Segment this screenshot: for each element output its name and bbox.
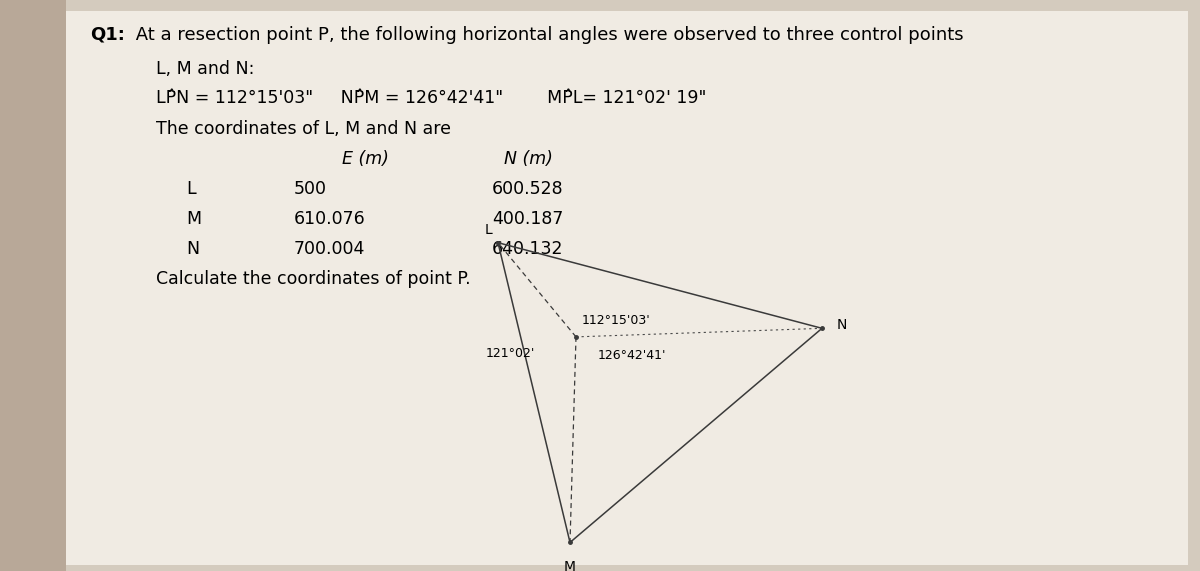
Text: M: M xyxy=(186,210,202,228)
Text: E (m): E (m) xyxy=(342,150,389,168)
Text: 126°42'41': 126°42'41' xyxy=(598,349,666,363)
Text: 500: 500 xyxy=(294,180,326,199)
Text: The coordinates of L, M and N are: The coordinates of L, M and N are xyxy=(156,120,451,138)
Text: 700.004: 700.004 xyxy=(294,240,365,258)
Text: N: N xyxy=(186,240,199,258)
Text: L: L xyxy=(485,223,492,237)
Text: N: N xyxy=(836,319,847,332)
Text: 121°02': 121°02' xyxy=(486,347,535,360)
Text: N (m): N (m) xyxy=(504,150,553,168)
Text: 600.528: 600.528 xyxy=(492,180,564,199)
FancyBboxPatch shape xyxy=(66,11,1188,565)
Text: 112°15'03': 112°15'03' xyxy=(582,313,650,327)
Text: Q1:: Q1: xyxy=(90,26,125,44)
Text: L: L xyxy=(186,180,196,199)
Text: 640.132: 640.132 xyxy=(492,240,564,258)
FancyBboxPatch shape xyxy=(0,0,66,571)
Text: At a resection point P, the following horizontal angles were observed to three c: At a resection point P, the following ho… xyxy=(130,26,964,44)
Text: Calculate the coordinates of point P.: Calculate the coordinates of point P. xyxy=(156,270,470,288)
Text: LP̂N = 112°15'03"     NP̂M = 126°42'41"        MP̂L= 121°02' 19": LP̂N = 112°15'03" NP̂M = 126°42'41" MP̂L… xyxy=(156,89,707,107)
Text: 400.187: 400.187 xyxy=(492,210,563,228)
Text: 610.076: 610.076 xyxy=(294,210,366,228)
Text: M: M xyxy=(564,560,576,571)
Text: L, M and N:: L, M and N: xyxy=(156,60,254,78)
